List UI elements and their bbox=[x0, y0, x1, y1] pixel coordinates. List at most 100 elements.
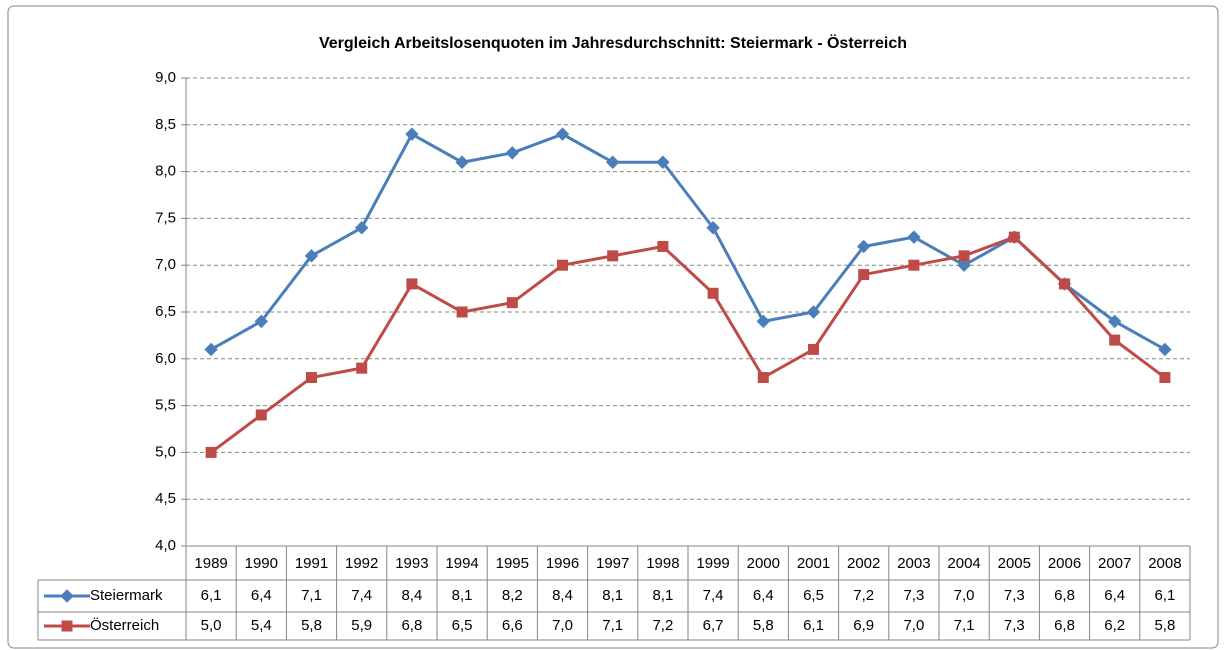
legend-marker bbox=[61, 620, 73, 632]
table-value: 6,5 bbox=[803, 587, 824, 604]
table-value: 8,2 bbox=[502, 587, 523, 604]
table-value: 8,1 bbox=[452, 587, 473, 604]
legend-label: Österreich bbox=[90, 616, 159, 634]
x-tick-label: 2005 bbox=[998, 555, 1031, 572]
table-value: 8,4 bbox=[401, 587, 422, 604]
table-value: 6,5 bbox=[452, 617, 473, 634]
table-value: 5,9 bbox=[351, 617, 372, 634]
point bbox=[1107, 314, 1122, 329]
point bbox=[406, 278, 418, 290]
table-value: 6,4 bbox=[251, 587, 272, 604]
series-line bbox=[210, 235, 1166, 454]
point bbox=[808, 343, 819, 355]
point bbox=[356, 362, 368, 374]
table-value: 6,1 bbox=[803, 617, 824, 634]
x-tick-label: 1990 bbox=[245, 555, 278, 572]
chart-frame bbox=[7, 5, 1219, 649]
chart-title: Vergleich Arbeitslosenquoten im Jahresdu… bbox=[319, 33, 907, 52]
point bbox=[1109, 334, 1121, 346]
table-value: 7,4 bbox=[703, 587, 724, 604]
x-tick-label: 2003 bbox=[897, 555, 930, 572]
table-value: 6,7 bbox=[703, 617, 724, 634]
y-tick-label: 4,0 bbox=[155, 537, 176, 554]
x-tick-label: 1993 bbox=[395, 555, 428, 572]
table-value: 5,4 bbox=[251, 617, 272, 634]
y-tick-label: 4,5 bbox=[155, 490, 176, 507]
table-value: 7,3 bbox=[1004, 617, 1025, 634]
point bbox=[1158, 342, 1172, 357]
point bbox=[858, 269, 870, 281]
point bbox=[756, 314, 771, 329]
x-tick-label: 1997 bbox=[596, 555, 629, 572]
x-tick-label: 2004 bbox=[947, 555, 980, 572]
x-tick-label: 1991 bbox=[295, 555, 328, 572]
point bbox=[205, 446, 217, 458]
table-value: 7,4 bbox=[351, 587, 372, 604]
table-value: 6,8 bbox=[401, 617, 422, 634]
point bbox=[354, 221, 369, 235]
table-value: 6,8 bbox=[1054, 587, 1075, 604]
y-tick-label: 8,5 bbox=[155, 116, 176, 133]
point bbox=[1008, 231, 1020, 243]
table-value: 5,0 bbox=[201, 617, 222, 634]
x-tick-label: 2006 bbox=[1048, 555, 1081, 572]
table-value: 7,2 bbox=[853, 587, 874, 604]
x-tick-label: 1989 bbox=[194, 555, 227, 572]
y-tick-label: 5,5 bbox=[155, 397, 176, 414]
table-value: 8,4 bbox=[552, 587, 573, 604]
y-tick-label: 7,5 bbox=[155, 209, 176, 226]
table-value: 5,8 bbox=[753, 617, 774, 634]
point bbox=[907, 230, 921, 244]
table-value: 7,2 bbox=[652, 617, 673, 634]
table-value: 7,3 bbox=[1004, 587, 1025, 604]
point bbox=[757, 372, 769, 384]
point bbox=[1159, 372, 1171, 384]
table-value: 7,0 bbox=[903, 617, 924, 634]
table-value: 5,8 bbox=[1154, 617, 1175, 634]
point bbox=[957, 258, 971, 272]
table-value: 7,0 bbox=[552, 617, 573, 634]
point bbox=[707, 287, 719, 299]
x-tick-label: 2002 bbox=[847, 555, 880, 572]
point bbox=[856, 239, 871, 254]
table-value: 6,1 bbox=[201, 587, 222, 604]
table-value: 6,2 bbox=[1104, 617, 1125, 634]
point bbox=[908, 259, 920, 271]
x-tick-label: 1998 bbox=[646, 555, 679, 572]
point bbox=[506, 297, 518, 309]
table-value: 8,1 bbox=[652, 587, 673, 604]
table-value: 6,9 bbox=[853, 617, 874, 634]
point bbox=[255, 409, 267, 421]
x-tick-label: 2007 bbox=[1098, 555, 1131, 572]
point bbox=[304, 249, 319, 263]
point bbox=[455, 155, 469, 169]
table-value: 7,1 bbox=[954, 617, 975, 634]
x-tick-label: 2008 bbox=[1148, 555, 1181, 572]
point bbox=[605, 155, 620, 169]
table-value: 7,3 bbox=[903, 587, 924, 604]
table-value: 7,0 bbox=[954, 587, 975, 604]
y-tick-label: 7,0 bbox=[155, 256, 176, 273]
point bbox=[806, 305, 821, 319]
point bbox=[456, 306, 468, 318]
table-value: 7,1 bbox=[301, 587, 322, 604]
table-value: 6,4 bbox=[753, 587, 774, 604]
x-tick-label: 1996 bbox=[546, 555, 579, 572]
legend-marker bbox=[60, 589, 74, 603]
point bbox=[306, 372, 317, 384]
point bbox=[505, 146, 520, 160]
x-tick-label: 2000 bbox=[747, 555, 780, 572]
point bbox=[607, 250, 619, 262]
table-value: 6,4 bbox=[1104, 587, 1125, 604]
point bbox=[555, 127, 570, 141]
point bbox=[204, 342, 218, 357]
point bbox=[657, 240, 669, 252]
legend-label: Steiermark bbox=[90, 587, 163, 604]
x-tick-label: 1999 bbox=[696, 555, 729, 572]
point bbox=[1059, 278, 1070, 290]
y-tick-label: 8,0 bbox=[155, 163, 176, 180]
point bbox=[405, 127, 419, 141]
table-value: 7,1 bbox=[602, 617, 623, 634]
y-tick-label: 5,0 bbox=[155, 443, 176, 460]
